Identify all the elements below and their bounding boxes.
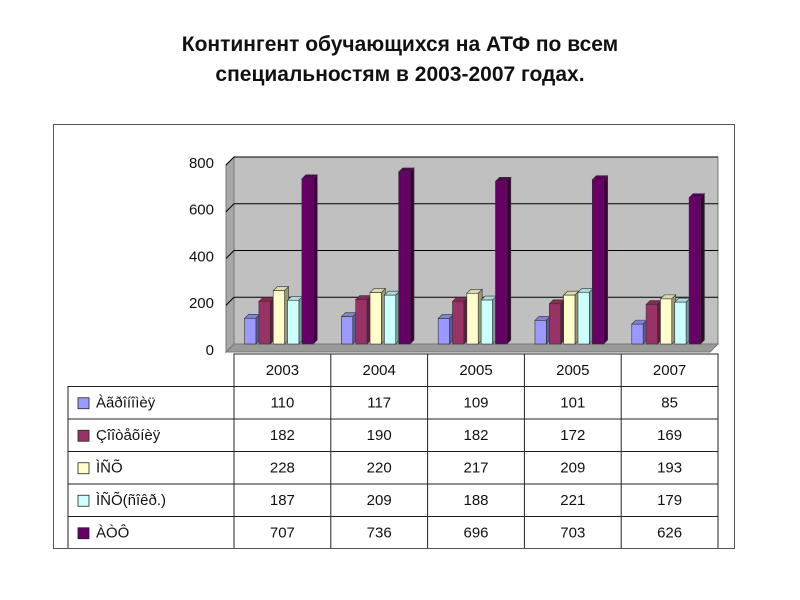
category-label: 2005: [459, 362, 492, 379]
bar: [452, 301, 465, 345]
y-tick-label: 800: [189, 155, 214, 172]
bar: [645, 304, 658, 345]
bar: [534, 320, 547, 345]
bar: [384, 294, 396, 345]
y-tick-label: 600: [189, 202, 214, 219]
bar: [563, 294, 576, 345]
data-label: 101: [560, 395, 585, 412]
data-label: 209: [367, 492, 392, 509]
data-label: 110: [270, 395, 294, 412]
data-label: 193: [657, 460, 682, 477]
y-tick-label: 0: [206, 342, 214, 359]
bar-side: [409, 167, 415, 345]
data-label: 190: [367, 427, 392, 444]
data-label: 117: [367, 395, 391, 412]
data-label: 736: [367, 525, 392, 542]
data-label: 169: [657, 427, 682, 444]
bar: [244, 317, 257, 345]
table-header-row: [233, 353, 719, 387]
bar: [591, 179, 604, 345]
series-name: ÌÑÕ: [96, 460, 123, 477]
bar: [437, 318, 450, 345]
page-title: Контингент обучающихся на АТФ по всем сп…: [0, 30, 800, 90]
category-label: 2007: [653, 362, 686, 379]
data-label: 172: [560, 427, 585, 444]
legend-key: [77, 494, 90, 507]
bar-side: [603, 174, 608, 345]
bar: [272, 290, 285, 345]
data-label: 179: [657, 492, 682, 509]
data-label: 696: [463, 525, 488, 542]
chart-frame: 0 200 400 600 800 2003 2004 2005 2005 2007 Àãðîíîì…: [53, 124, 735, 549]
y-tick-label: 200: [189, 295, 214, 312]
gridline-side: [225, 250, 235, 259]
bar: [495, 181, 508, 345]
title-line-2: специальностям в 2003-2007 годах.: [215, 63, 585, 86]
data-label: 109: [463, 395, 488, 412]
data-label: 228: [270, 460, 295, 477]
bar: [258, 301, 271, 345]
data-label: 209: [560, 460, 585, 477]
series-name: ÀÒÔ: [96, 525, 129, 542]
legend-key: [77, 527, 90, 540]
category-label: 2004: [363, 362, 396, 379]
title-line-1: Контингент обучающихся на АТФ по всем: [181, 33, 619, 56]
bar-chart: 0 200 400 600 800 2003 2004 2005 2005 2007 Àãðîíîì…: [67, 155, 720, 548]
data-label: 703: [560, 525, 585, 542]
legend-key: [77, 397, 90, 410]
y-tick-label: 400: [189, 248, 214, 265]
category-label: 2003: [266, 362, 299, 379]
data-label: 221: [560, 492, 585, 509]
data-label: 188: [463, 492, 488, 509]
gridline-side: [225, 296, 235, 306]
series-name: Àãðîíîìèÿ: [96, 395, 156, 412]
bar: [355, 299, 368, 345]
table-body: [67, 386, 719, 548]
data-label: 626: [657, 525, 682, 542]
gridline-side: [225, 203, 235, 213]
data-label: 707: [270, 525, 295, 542]
bar: [660, 298, 673, 345]
bar: [301, 178, 314, 345]
bar: [577, 292, 590, 345]
bar: [341, 316, 354, 345]
plot-floor: [224, 343, 720, 353]
bar-side: [700, 192, 705, 345]
series-name: ÌÑÕ(ñîêð.): [96, 492, 166, 509]
bar: [631, 323, 644, 345]
bar: [287, 299, 300, 345]
bar-side: [312, 174, 318, 345]
bar: [688, 197, 701, 345]
legend-key: [77, 462, 90, 475]
bar: [549, 303, 561, 345]
bar: [466, 292, 479, 345]
category-label: 2005: [556, 362, 589, 379]
bar-side: [506, 176, 512, 345]
data-label: 220: [367, 460, 392, 477]
data-label: 85: [661, 395, 678, 412]
legend-key: [77, 429, 90, 442]
bar: [369, 292, 382, 345]
series-name: Çîîòåõíèÿ: [96, 427, 161, 444]
bar: [480, 299, 493, 345]
bar: [398, 171, 411, 345]
gridline-side: [225, 156, 235, 166]
data-label: 182: [270, 427, 295, 444]
data-label: 217: [463, 460, 488, 477]
data-label: 187: [270, 492, 295, 509]
data-label: 182: [463, 427, 488, 444]
bar: [674, 301, 687, 345]
